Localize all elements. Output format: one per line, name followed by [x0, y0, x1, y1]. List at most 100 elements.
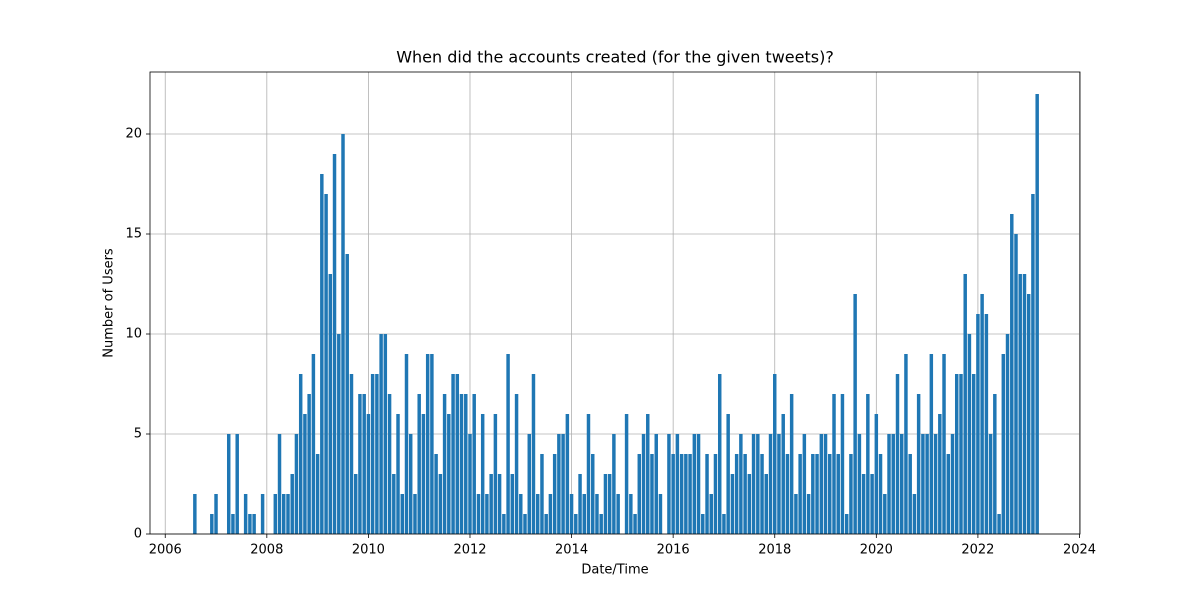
bar [954, 374, 959, 534]
bar [294, 434, 299, 534]
bar [548, 494, 553, 534]
bar [925, 434, 929, 534]
chart-title: When did the accounts created (for the g… [396, 48, 834, 67]
bar [358, 394, 362, 534]
bar [688, 454, 692, 534]
bar [591, 454, 595, 534]
bar [637, 454, 642, 534]
bar [434, 454, 438, 534]
bar [730, 474, 735, 534]
bar [739, 434, 743, 534]
bar [904, 354, 908, 534]
bar [984, 314, 989, 534]
bar [527, 434, 531, 534]
bar [489, 474, 493, 534]
bar [857, 434, 862, 534]
bar [493, 414, 498, 534]
y-tick-label: 10 [125, 327, 142, 342]
bar [552, 454, 557, 534]
bar [502, 514, 506, 534]
bar [408, 434, 413, 534]
bar [1026, 294, 1031, 534]
bar [328, 274, 333, 534]
bar [828, 454, 832, 534]
bar [633, 514, 637, 534]
bar [447, 414, 451, 534]
bar [1005, 334, 1010, 534]
bar [912, 494, 917, 534]
bar [811, 454, 815, 534]
bar [734, 454, 739, 534]
bar [883, 494, 887, 534]
bar [899, 434, 904, 534]
bar [878, 454, 883, 534]
bar [802, 434, 807, 534]
bar [942, 354, 946, 534]
y-tick-label: 0 [134, 527, 142, 542]
bar [531, 374, 536, 534]
bar [332, 154, 337, 534]
bar [908, 454, 912, 534]
bar [569, 494, 574, 534]
bar [950, 434, 955, 534]
bar [375, 374, 379, 534]
bar [337, 334, 341, 534]
bar [243, 494, 248, 534]
bar [379, 334, 383, 534]
bar [726, 414, 730, 534]
bar [971, 374, 976, 534]
bar [349, 374, 354, 534]
bar [789, 394, 794, 534]
bar [823, 434, 828, 534]
x-tick-label: 2014 [555, 543, 588, 558]
bar [273, 494, 278, 534]
x-tick-label: 2022 [961, 543, 994, 558]
bar [1014, 234, 1018, 534]
bar [392, 474, 396, 534]
bar [836, 454, 840, 534]
bar [785, 454, 790, 534]
bar [616, 494, 620, 534]
bar [760, 454, 764, 534]
bar [1031, 194, 1035, 534]
bar [756, 434, 760, 534]
bar [307, 394, 311, 534]
bar [226, 434, 231, 534]
bar [286, 494, 290, 534]
bar [988, 434, 993, 534]
bar [629, 494, 633, 534]
bar [650, 454, 654, 534]
bar [768, 434, 773, 534]
bar [870, 474, 874, 534]
bar [701, 514, 705, 534]
bar [853, 294, 857, 534]
x-tick-label: 2012 [453, 543, 486, 558]
bar [370, 374, 375, 534]
bar [794, 494, 798, 534]
bar [476, 494, 481, 534]
y-tick-label: 5 [134, 427, 142, 442]
bar [819, 434, 824, 534]
x-tick-label: 2016 [657, 543, 690, 558]
x-axis-label: Date/Time [581, 563, 648, 578]
bar [383, 334, 388, 534]
bar [933, 434, 938, 534]
bar [298, 374, 303, 534]
bar [413, 494, 417, 534]
bar [815, 454, 819, 534]
bar [679, 454, 684, 534]
bar [798, 454, 802, 534]
x-tick-label: 2008 [250, 543, 283, 558]
bar [861, 474, 866, 534]
bar [248, 514, 252, 534]
bar [777, 434, 781, 534]
bar [451, 374, 455, 534]
plot-frame [149, 71, 1081, 535]
bar [252, 514, 256, 534]
bar [235, 434, 239, 534]
bar [844, 514, 849, 534]
bar [459, 394, 464, 534]
bar [353, 474, 358, 534]
